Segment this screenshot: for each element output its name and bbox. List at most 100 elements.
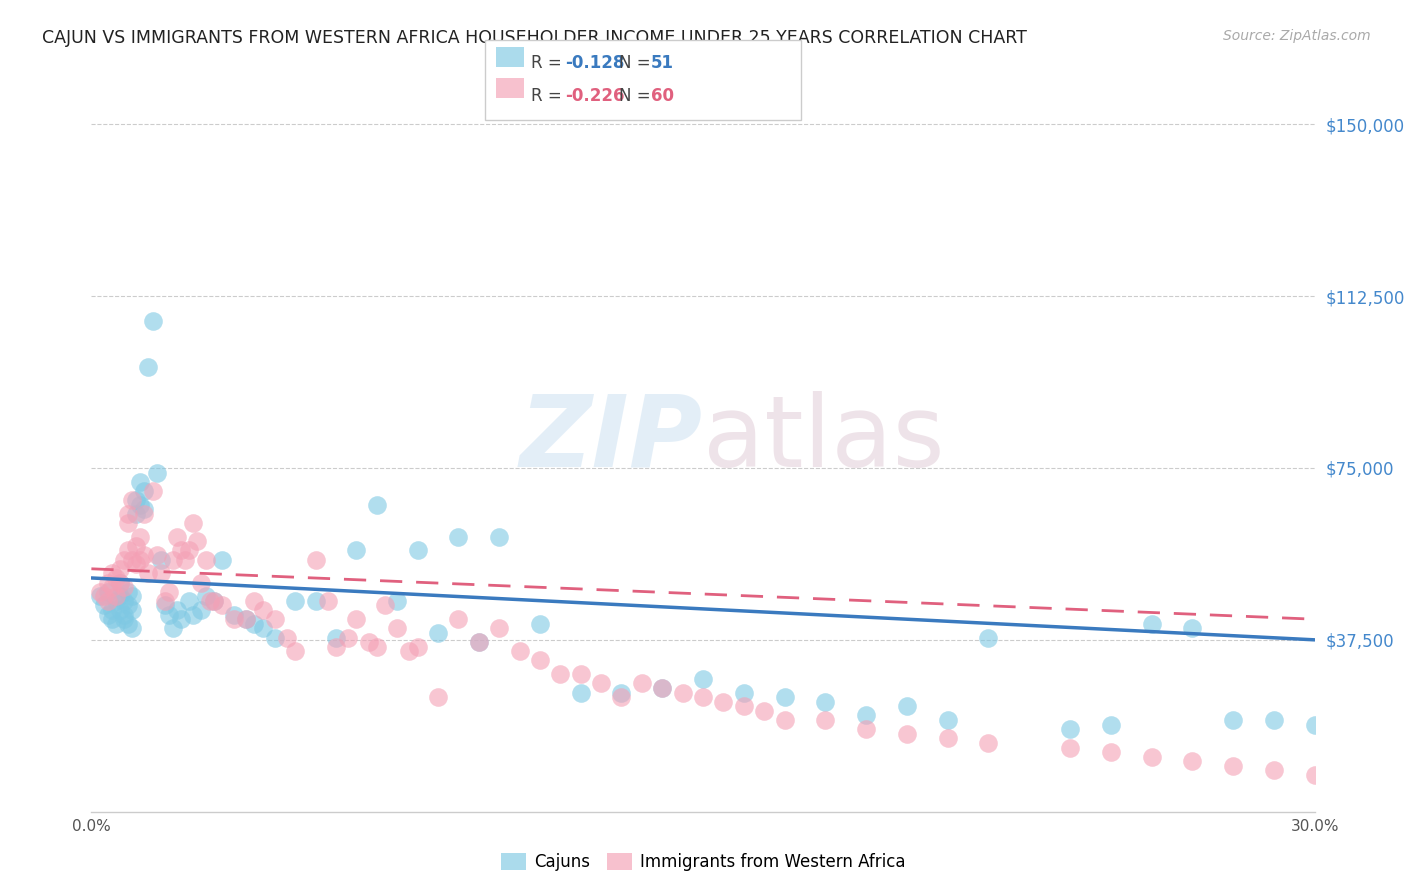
Point [222,612,246,626]
Text: 51: 51 [651,54,673,72]
Point [1303,768,1326,782]
Point [569,685,592,699]
Point [855,708,877,723]
Point [1140,749,1163,764]
Point [366,498,388,512]
Point [467,635,491,649]
Point [1059,723,1081,737]
Point [170,612,193,626]
Point [1181,621,1204,635]
Point [162,621,184,635]
Point [591,676,613,690]
Point [129,498,152,512]
Text: -0.226: -0.226 [565,87,624,104]
Point [357,635,380,649]
Point [385,621,409,635]
Point [936,731,959,746]
Point [125,507,148,521]
Point [276,631,298,645]
Point [304,594,326,608]
Point [97,594,120,608]
Point [141,314,163,328]
Point [121,589,143,603]
Point [93,599,115,613]
Point [529,616,551,631]
Point [166,530,188,544]
Point [121,603,143,617]
Point [529,653,551,667]
Point [651,681,673,695]
Point [427,626,450,640]
Point [141,483,163,498]
Point [194,552,217,566]
Point [129,475,152,489]
Point [121,621,143,635]
Point [610,690,633,705]
Point [174,552,197,566]
Point [138,566,160,581]
Point [304,552,326,566]
Text: Source: ZipAtlas.com: Source: ZipAtlas.com [1223,29,1371,43]
Point [509,644,531,658]
Point [108,575,131,590]
Point [1099,745,1122,759]
Point [97,607,120,622]
Point [264,631,287,645]
Point [121,552,143,566]
Point [149,552,172,566]
Point [108,603,131,617]
Point [1303,717,1326,731]
Point [112,594,135,608]
Point [235,612,257,626]
Point [134,502,156,516]
Point [467,635,491,649]
Point [157,607,180,622]
Point [101,603,124,617]
Point [427,690,450,705]
Point [97,584,120,599]
Point [406,640,429,654]
Point [773,690,796,705]
Point [325,631,347,645]
Point [1140,616,1163,631]
Point [157,584,180,599]
Point [733,685,755,699]
Text: -0.128: -0.128 [565,54,624,72]
Point [284,594,307,608]
Point [117,584,139,599]
Point [346,543,368,558]
Point [488,621,510,635]
Point [112,552,135,566]
Point [183,516,205,530]
Point [284,644,307,658]
Point [235,612,257,626]
Point [977,736,1000,750]
Point [186,534,208,549]
Point [385,594,409,608]
Point [773,713,796,727]
Point [814,713,837,727]
Point [112,612,135,626]
Point [112,607,135,622]
Point [672,685,695,699]
Point [243,594,266,608]
Point [117,516,139,530]
Point [896,727,918,741]
Point [104,594,127,608]
Point [222,607,246,622]
Point [190,603,212,617]
Text: N =: N = [619,54,655,72]
Point [162,552,184,566]
Point [346,612,368,626]
Point [692,690,714,705]
Point [93,589,115,603]
Point [651,681,673,695]
Point [89,589,111,603]
Point [183,607,205,622]
Point [134,483,156,498]
Text: R =: R = [531,87,568,104]
Point [153,594,176,608]
Point [108,562,131,576]
Point [406,543,429,558]
Point [179,594,201,608]
